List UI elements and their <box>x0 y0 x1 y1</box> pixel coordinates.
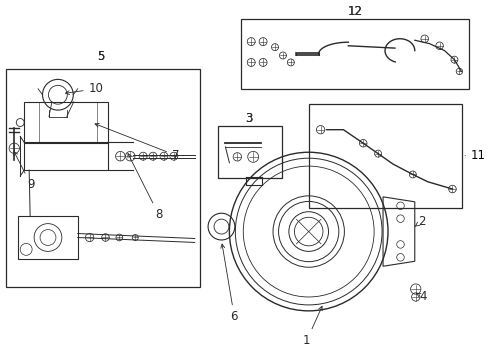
Text: 12: 12 <box>347 5 362 18</box>
Bar <box>18 216 78 259</box>
Text: 11: 11 <box>469 149 484 162</box>
Text: 12: 12 <box>347 5 362 18</box>
Text: 5: 5 <box>97 50 104 63</box>
Text: 6: 6 <box>221 244 238 323</box>
Bar <box>217 126 282 178</box>
Bar <box>6 69 199 287</box>
Text: 4: 4 <box>416 291 427 303</box>
Text: 9: 9 <box>14 152 35 192</box>
Text: 3: 3 <box>245 112 252 125</box>
Text: 10: 10 <box>65 82 103 95</box>
Text: 8: 8 <box>128 154 162 221</box>
Text: 1: 1 <box>303 306 322 347</box>
Bar <box>308 104 462 208</box>
Text: 3: 3 <box>245 112 252 125</box>
Bar <box>24 142 108 170</box>
Text: 5: 5 <box>97 50 104 63</box>
Text: 7: 7 <box>95 123 179 162</box>
Bar <box>241 19 468 89</box>
Text: 2: 2 <box>414 215 425 228</box>
Bar <box>24 102 108 143</box>
